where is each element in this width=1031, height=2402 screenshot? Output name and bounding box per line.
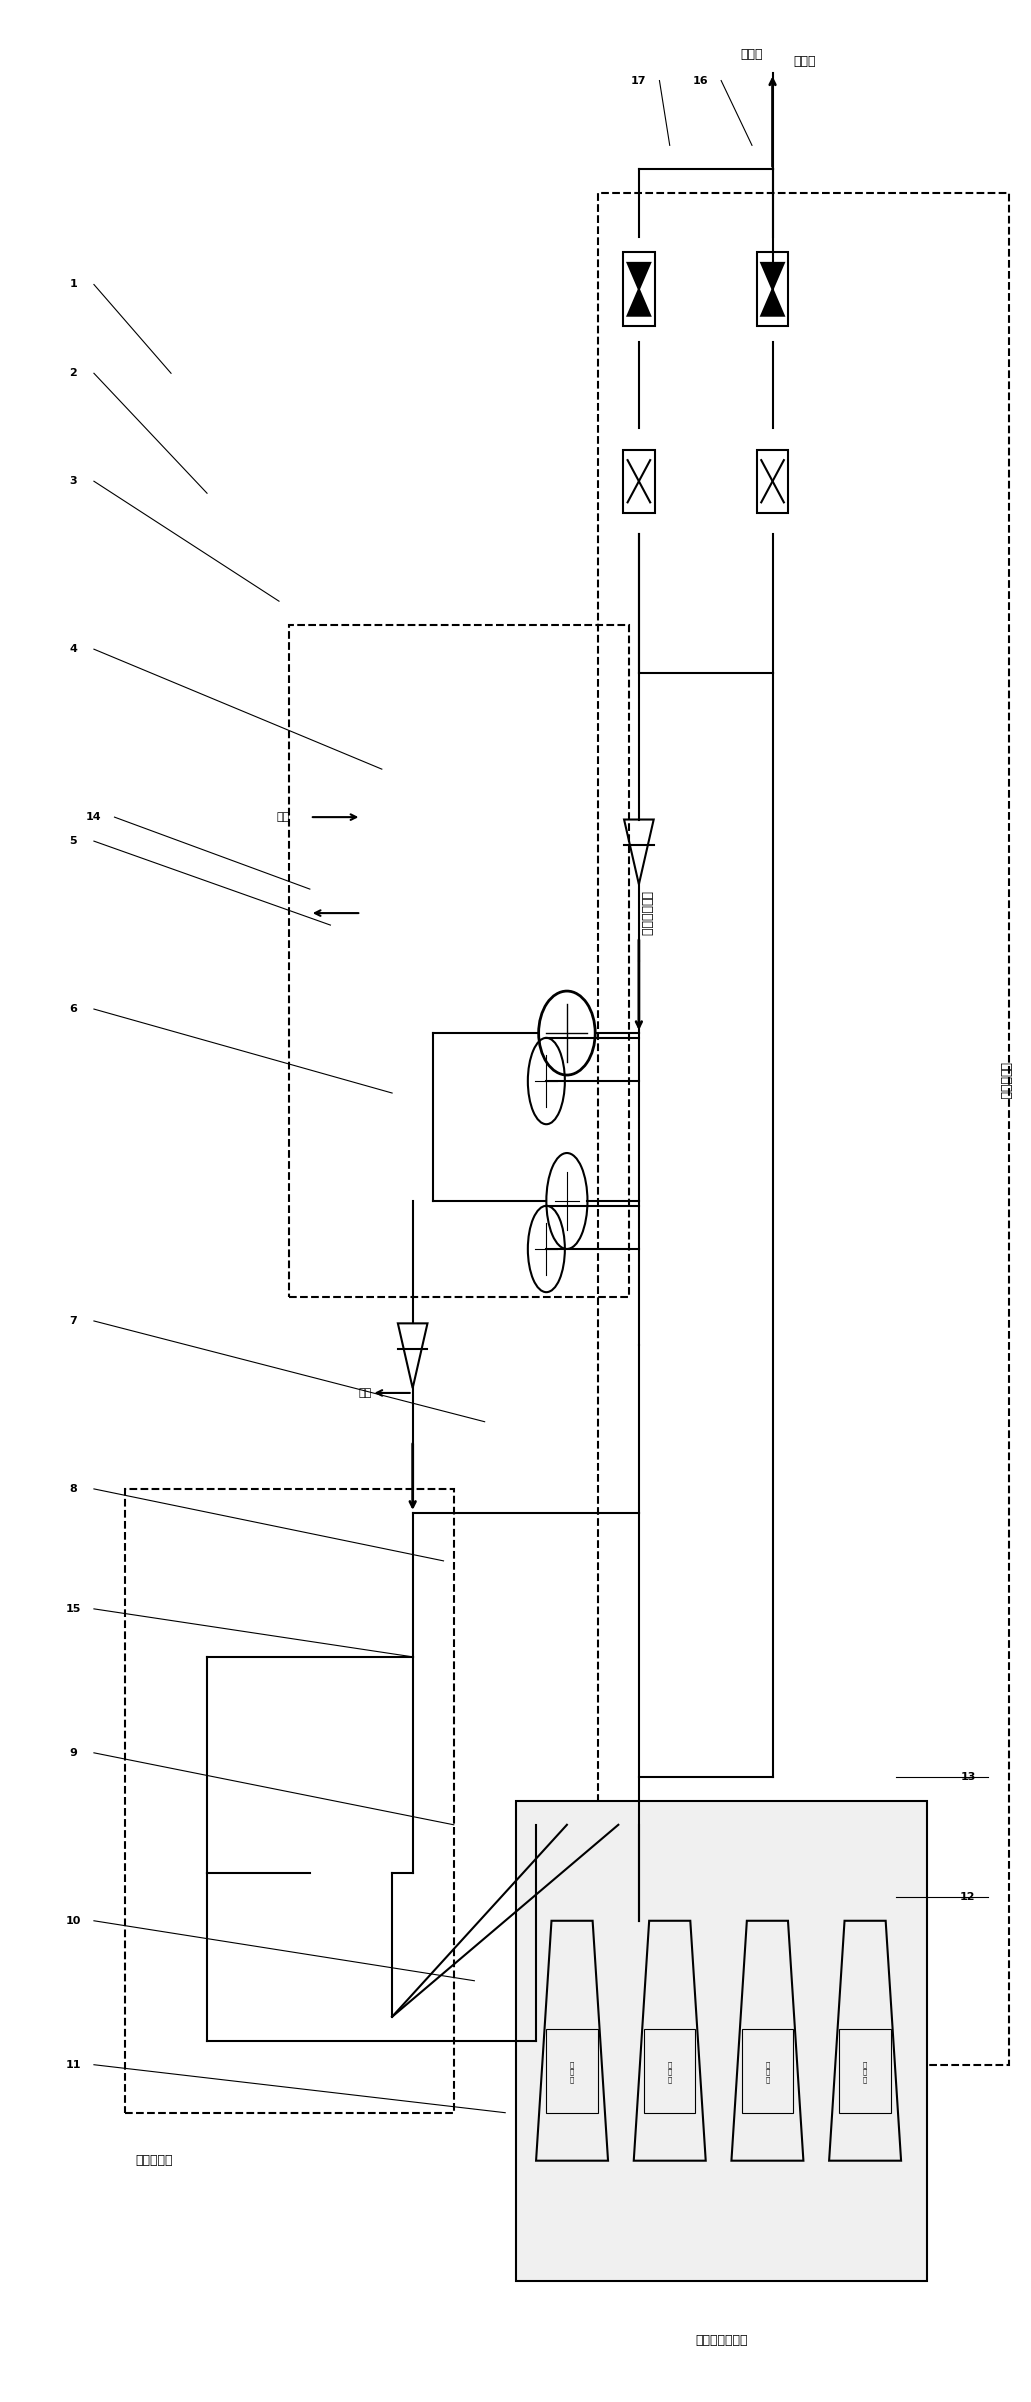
Text: 排气: 排气 xyxy=(276,812,290,821)
Text: 发
动
机: 发 动 机 xyxy=(570,2061,574,2083)
Text: 发
动
机: 发 动 机 xyxy=(765,2061,769,2083)
Text: 流量测量单元: 流量测量单元 xyxy=(639,891,652,937)
Text: 13: 13 xyxy=(960,1773,975,1782)
Text: 状态动作元: 状态动作元 xyxy=(999,1062,1011,1100)
Text: 12: 12 xyxy=(960,1893,975,1902)
Text: 15: 15 xyxy=(66,1605,81,1614)
Bar xyxy=(290,625,629,1297)
Text: 14: 14 xyxy=(87,812,102,821)
Text: 通大气: 通大气 xyxy=(793,55,816,67)
Text: 11: 11 xyxy=(66,2061,81,2071)
Bar xyxy=(644,2030,696,2114)
Polygon shape xyxy=(761,288,784,315)
Polygon shape xyxy=(628,262,651,288)
Text: 8: 8 xyxy=(69,1484,77,1494)
Text: 17: 17 xyxy=(631,74,646,86)
Bar xyxy=(623,252,655,327)
Text: 排气: 排气 xyxy=(359,1388,371,1398)
Text: 10: 10 xyxy=(66,1917,81,1926)
Bar xyxy=(839,2030,891,2114)
Bar xyxy=(125,1489,454,2114)
Bar xyxy=(757,449,789,514)
Text: 9: 9 xyxy=(69,1749,77,1758)
Text: 7: 7 xyxy=(69,1316,77,1326)
Text: 16: 16 xyxy=(693,74,708,86)
Bar xyxy=(623,449,655,514)
Text: 发
动
机: 发 动 机 xyxy=(863,2061,867,2083)
Text: 4: 4 xyxy=(69,644,77,653)
Bar xyxy=(516,1802,927,2279)
Text: 发
动
机: 发 动 机 xyxy=(668,2061,672,2083)
Text: 6: 6 xyxy=(69,1004,77,1014)
Bar xyxy=(546,2030,598,2114)
Polygon shape xyxy=(628,288,651,315)
Text: 通大气: 通大气 xyxy=(740,48,763,62)
Text: 3: 3 xyxy=(69,476,77,485)
Text: 2: 2 xyxy=(69,368,77,377)
Text: 5: 5 xyxy=(69,836,77,846)
Bar xyxy=(598,192,1009,2066)
Text: 导冷管路元: 导冷管路元 xyxy=(135,2155,172,2167)
Bar xyxy=(757,252,789,327)
Bar xyxy=(741,2030,793,2114)
Text: 1: 1 xyxy=(69,279,77,291)
Polygon shape xyxy=(761,262,784,288)
Text: 四机并联发动机: 四机并联发动机 xyxy=(695,2335,747,2347)
